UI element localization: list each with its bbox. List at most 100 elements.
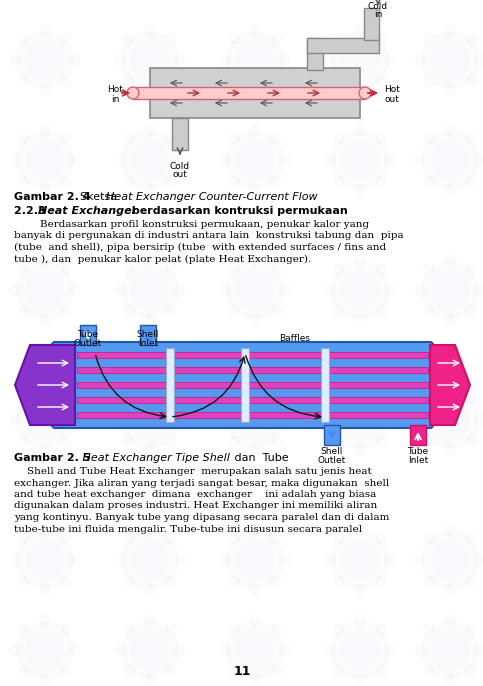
Circle shape — [61, 306, 71, 316]
Circle shape — [250, 185, 260, 195]
Circle shape — [415, 155, 425, 165]
Circle shape — [132, 542, 168, 578]
Circle shape — [424, 176, 434, 186]
Circle shape — [115, 285, 125, 295]
Circle shape — [40, 615, 50, 625]
Circle shape — [166, 264, 176, 274]
Bar — [172, 118, 188, 150]
Text: tube ), dan  penukar kalor pelat (plate Heat Exchanger).: tube ), dan penukar kalor pelat (plate H… — [14, 255, 311, 263]
Polygon shape — [15, 345, 75, 425]
Circle shape — [271, 394, 281, 404]
Circle shape — [355, 315, 365, 325]
Circle shape — [19, 576, 29, 587]
Circle shape — [250, 125, 260, 135]
Circle shape — [166, 666, 176, 676]
Circle shape — [422, 532, 478, 588]
Circle shape — [227, 32, 283, 88]
Circle shape — [376, 264, 386, 274]
Circle shape — [122, 32, 178, 88]
Circle shape — [10, 155, 20, 165]
Circle shape — [220, 55, 230, 65]
Circle shape — [61, 264, 71, 274]
Circle shape — [475, 155, 483, 165]
Circle shape — [445, 315, 455, 325]
Circle shape — [166, 34, 176, 44]
Circle shape — [229, 576, 239, 587]
Circle shape — [40, 445, 50, 455]
Circle shape — [422, 32, 478, 88]
Circle shape — [132, 272, 168, 308]
Circle shape — [342, 542, 378, 578]
Circle shape — [61, 576, 71, 587]
Circle shape — [271, 34, 281, 44]
Circle shape — [385, 415, 395, 425]
Circle shape — [466, 624, 476, 634]
Circle shape — [227, 622, 283, 678]
Circle shape — [325, 155, 335, 165]
Circle shape — [175, 555, 185, 565]
Text: Shell and Tube Heat Exchanger  merupakan salah satu jenis heat: Shell and Tube Heat Exchanger merupakan … — [14, 467, 372, 476]
Circle shape — [166, 134, 176, 144]
Circle shape — [355, 255, 365, 265]
Text: Cold: Cold — [368, 2, 388, 11]
Circle shape — [40, 125, 50, 135]
Circle shape — [385, 555, 395, 565]
Circle shape — [424, 306, 434, 316]
Circle shape — [250, 385, 260, 395]
Circle shape — [445, 255, 455, 265]
Circle shape — [61, 134, 71, 144]
Circle shape — [466, 34, 476, 44]
Circle shape — [227, 132, 283, 188]
Circle shape — [376, 534, 386, 544]
Circle shape — [166, 576, 176, 587]
Circle shape — [124, 306, 134, 316]
Circle shape — [325, 415, 335, 425]
Circle shape — [332, 392, 388, 448]
Circle shape — [70, 155, 80, 165]
Circle shape — [475, 645, 483, 655]
Circle shape — [40, 315, 50, 325]
Circle shape — [325, 555, 335, 565]
Bar — [77, 382, 428, 388]
Circle shape — [17, 622, 73, 678]
Circle shape — [424, 576, 434, 587]
Circle shape — [115, 415, 125, 425]
Text: Tube: Tube — [408, 447, 428, 456]
Text: Shell: Shell — [137, 330, 159, 339]
Circle shape — [355, 85, 365, 95]
Circle shape — [376, 666, 386, 676]
Circle shape — [27, 272, 63, 308]
Circle shape — [175, 285, 185, 295]
Circle shape — [334, 264, 344, 274]
Circle shape — [376, 436, 386, 446]
Bar — [140, 325, 156, 345]
Circle shape — [332, 32, 388, 88]
Circle shape — [17, 262, 73, 318]
Circle shape — [237, 542, 273, 578]
Circle shape — [424, 534, 434, 544]
Circle shape — [445, 585, 455, 595]
Circle shape — [115, 645, 125, 655]
Circle shape — [115, 555, 125, 565]
Circle shape — [17, 32, 73, 88]
Circle shape — [271, 666, 281, 676]
Circle shape — [124, 394, 134, 404]
Circle shape — [61, 534, 71, 544]
Circle shape — [145, 85, 155, 95]
Circle shape — [132, 402, 168, 438]
Circle shape — [115, 55, 125, 65]
Bar — [77, 367, 428, 373]
Circle shape — [124, 76, 134, 86]
Circle shape — [432, 402, 468, 438]
Circle shape — [332, 532, 388, 588]
Circle shape — [220, 555, 230, 565]
Circle shape — [445, 85, 455, 95]
Circle shape — [27, 42, 63, 78]
Circle shape — [166, 76, 176, 86]
Circle shape — [432, 142, 468, 178]
Circle shape — [229, 134, 239, 144]
Circle shape — [445, 125, 455, 135]
Circle shape — [27, 632, 63, 668]
Circle shape — [355, 185, 365, 195]
Circle shape — [132, 632, 168, 668]
